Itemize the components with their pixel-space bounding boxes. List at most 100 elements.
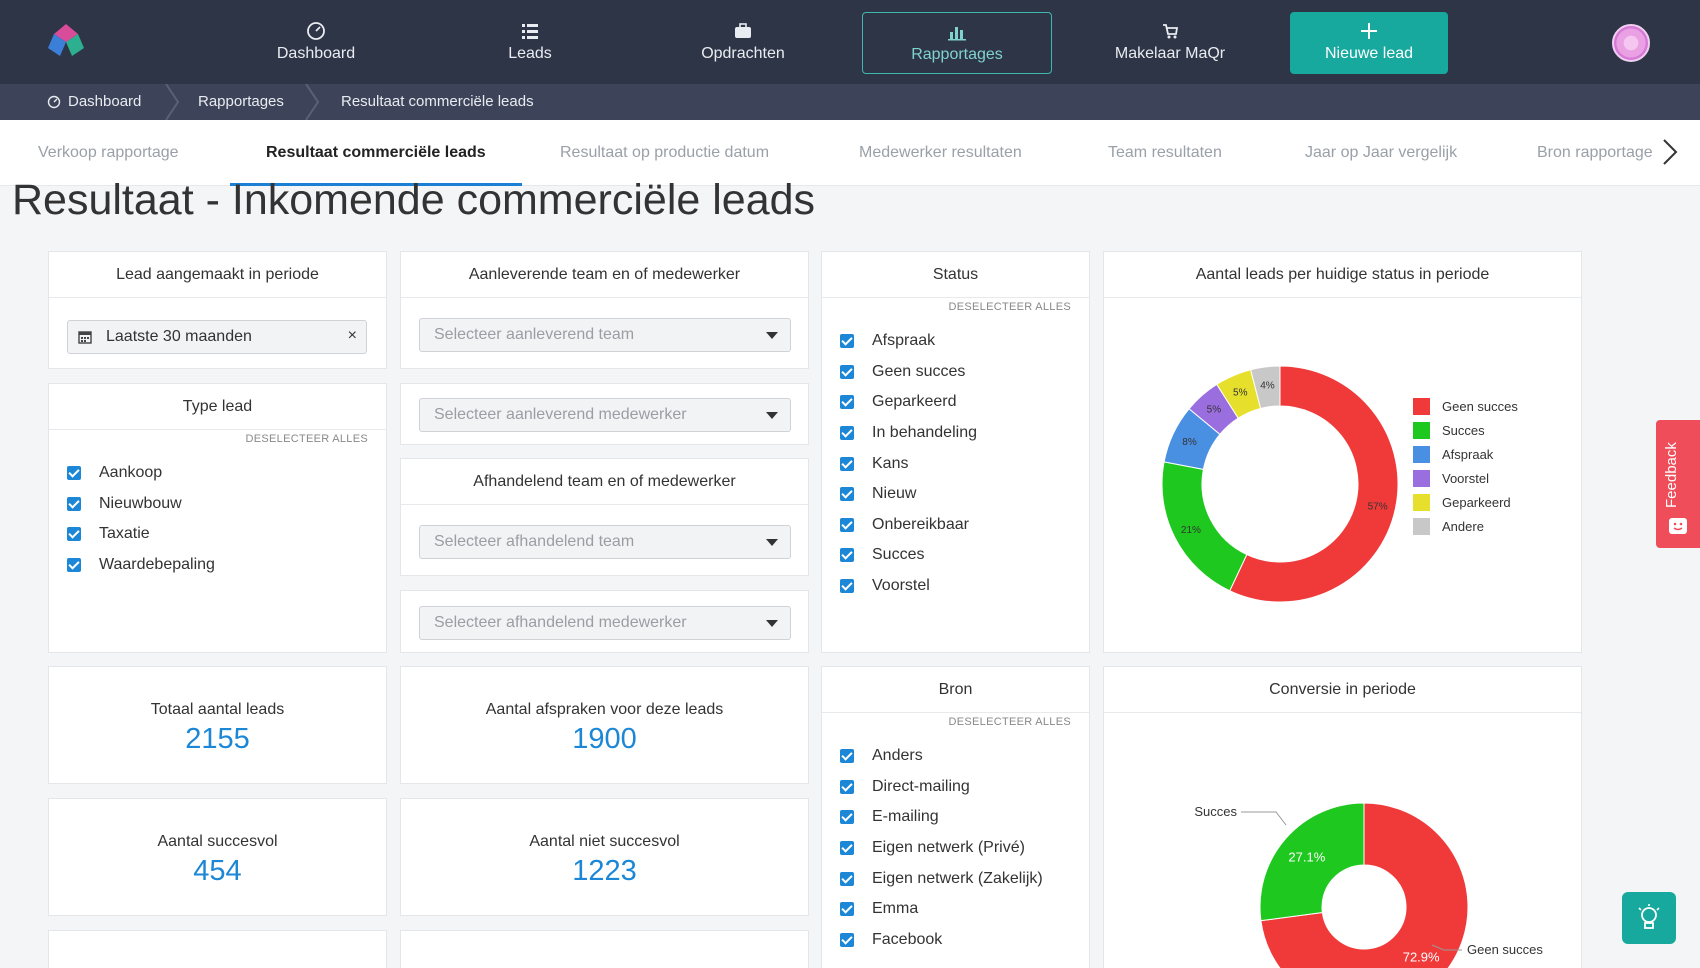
smiley-icon (1669, 518, 1687, 534)
caret-down-icon (766, 412, 778, 419)
donut-slice-andere[interactable] (1250, 365, 1281, 410)
delivering-employee-select[interactable]: Selecteer aanleverend medewerker (419, 398, 791, 432)
bron-item[interactable]: Facebook (840, 925, 1043, 956)
breadcrumb-rapportages[interactable]: Rapportages (198, 93, 284, 110)
delivering-employee-placeholder: Selecteer aanleverend medewerker (434, 406, 687, 423)
legend-label[interactable]: Succes (1442, 423, 1485, 438)
chevron-right-icon (165, 84, 180, 120)
status-item[interactable]: Nieuw (840, 479, 977, 510)
type-lead-item[interactable]: Taxatie (67, 519, 215, 550)
donut-slice-geen-succes[interactable] (1260, 802, 1469, 968)
nav-rapportages[interactable]: Rapportages (862, 12, 1052, 74)
status-deselect-all[interactable]: DESELECTEER ALLES (948, 301, 1071, 313)
type-lead-label: Aankoop (99, 464, 163, 482)
tab-resultaat-productie-datum[interactable]: Resultaat op productie datum (560, 144, 770, 161)
checkbox[interactable] (840, 364, 854, 379)
status-item[interactable]: Kans (840, 448, 977, 479)
nav-opdrachten[interactable]: Opdrachten (648, 12, 838, 74)
status-item[interactable]: Onbereikbaar (840, 510, 977, 541)
period-value: Laatste 30 maanden (106, 328, 252, 345)
nav-dashboard[interactable]: Dashboard (221, 12, 411, 74)
legend-label[interactable]: Voorstel (1442, 471, 1489, 486)
legend-label[interactable]: Andere (1442, 519, 1484, 534)
checkbox[interactable] (840, 749, 854, 764)
total-leads-value: 2155 (185, 723, 250, 755)
type-lead-deselect-all[interactable]: DESELECTEER ALLES (245, 433, 368, 445)
tab-medewerker-resultaten[interactable]: Medewerker resultaten (859, 144, 1022, 161)
period-card: Lead aangemaakt in periode Laatste 30 ma… (48, 251, 387, 369)
bron-label: Eigen netwerk (Privé) (872, 839, 1025, 857)
checkbox[interactable] (67, 558, 81, 573)
nav-leads[interactable]: Leads (435, 12, 625, 74)
status-list: Afspraak Geen succes Geparkeerd In behan… (840, 326, 977, 601)
calendar-icon (78, 331, 92, 344)
checkbox[interactable] (67, 527, 81, 542)
plus-icon (1361, 23, 1377, 39)
donut-slice-geen-succes[interactable] (1229, 365, 1399, 603)
tab-verkoop-rapportage[interactable]: Verkoop rapportage (38, 144, 179, 161)
checkbox[interactable] (840, 395, 854, 410)
donut-slice-succes[interactable] (1161, 461, 1248, 592)
logo-icon[interactable] (44, 22, 88, 62)
period-date-input[interactable]: Laatste 30 maanden × (67, 320, 367, 354)
tab-team-resultaten[interactable]: Team resultaten (1108, 144, 1222, 161)
checkbox[interactable] (840, 902, 854, 917)
clear-icon[interactable]: × (347, 327, 357, 344)
checkbox[interactable] (840, 810, 854, 825)
checkbox[interactable] (840, 932, 854, 947)
checkbox[interactable] (67, 496, 81, 511)
legend-label[interactable]: Afspraak (1442, 447, 1494, 462)
bron-item[interactable]: E-mailing (840, 802, 1043, 833)
checkbox[interactable] (840, 841, 854, 856)
handling-team-select[interactable]: Selecteer afhandelend team (419, 525, 791, 559)
tab-resultaat-commerciele-leads[interactable]: Resultaat commerciële leads (266, 144, 486, 161)
breadcrumb-dashboard[interactable]: Dashboard (68, 93, 142, 110)
checkbox[interactable] (840, 779, 854, 794)
lightbulb-icon (1638, 904, 1660, 929)
donut-slice-succes[interactable] (1259, 802, 1365, 922)
checkbox[interactable] (840, 517, 854, 532)
status-item[interactable]: Voorstel (840, 571, 977, 602)
checkbox[interactable] (840, 579, 854, 594)
checkbox[interactable] (840, 487, 854, 502)
type-lead-item[interactable]: Waardebepaling (67, 550, 215, 581)
bron-item[interactable]: Anders (840, 741, 1043, 772)
bron-item[interactable]: Direct-mailing (840, 772, 1043, 803)
delivering-team-select[interactable]: Selecteer aanleverend team (419, 318, 791, 352)
bron-item[interactable]: Eigen netwerk (Privé) (840, 833, 1043, 864)
checkbox[interactable] (840, 334, 854, 349)
checkbox[interactable] (67, 466, 81, 481)
status-item[interactable]: Afspraak (840, 326, 977, 357)
checkbox[interactable] (840, 548, 854, 563)
status-item[interactable]: Geparkeerd (840, 387, 977, 418)
avatar[interactable] (1612, 24, 1650, 62)
chevron-right-icon[interactable] (1660, 138, 1680, 166)
status-label: Onbereikbaar (872, 515, 969, 533)
checkbox[interactable] (840, 871, 854, 886)
checkbox[interactable] (840, 456, 854, 471)
type-lead-item[interactable]: Aankoop (67, 458, 215, 489)
legend-label[interactable]: Geparkeerd (1442, 495, 1511, 510)
status-item[interactable]: In behandeling (840, 418, 977, 449)
legend-swatch (1413, 422, 1430, 439)
tab-jaar-op-jaar[interactable]: Jaar op Jaar vergelijk (1305, 144, 1458, 161)
new-lead-button[interactable]: Nieuwe lead (1290, 12, 1448, 74)
status-item[interactable]: Geen succes (840, 357, 977, 388)
nav-makelaar[interactable]: Makelaar MaQr (1075, 12, 1265, 74)
legend-label[interactable]: Geen succes (1442, 399, 1518, 414)
help-button[interactable] (1622, 892, 1676, 944)
bron-title: Bron (822, 667, 1089, 713)
checkbox[interactable] (840, 426, 854, 441)
status-item[interactable]: Succes (840, 540, 977, 571)
handling-employee-select[interactable]: Selecteer afhandelend medewerker (419, 606, 791, 640)
tab-bron-rapportage[interactable]: Bron rapportage (1537, 144, 1653, 161)
type-lead-title: Type lead (49, 384, 386, 430)
feedback-button[interactable]: Feedback (1656, 420, 1700, 548)
bron-item[interactable]: Eigen netwerk (Zakelijk) (840, 863, 1043, 894)
legend-swatch (1413, 494, 1430, 511)
type-lead-item[interactable]: Nieuwbouw (67, 489, 215, 520)
handling-title: Afhandelend team en of medewerker (401, 459, 808, 505)
handling-team-placeholder: Selecteer afhandelend team (434, 533, 635, 550)
bron-item[interactable]: Emma (840, 894, 1043, 925)
bron-deselect-all[interactable]: DESELECTEER ALLES (948, 716, 1071, 728)
